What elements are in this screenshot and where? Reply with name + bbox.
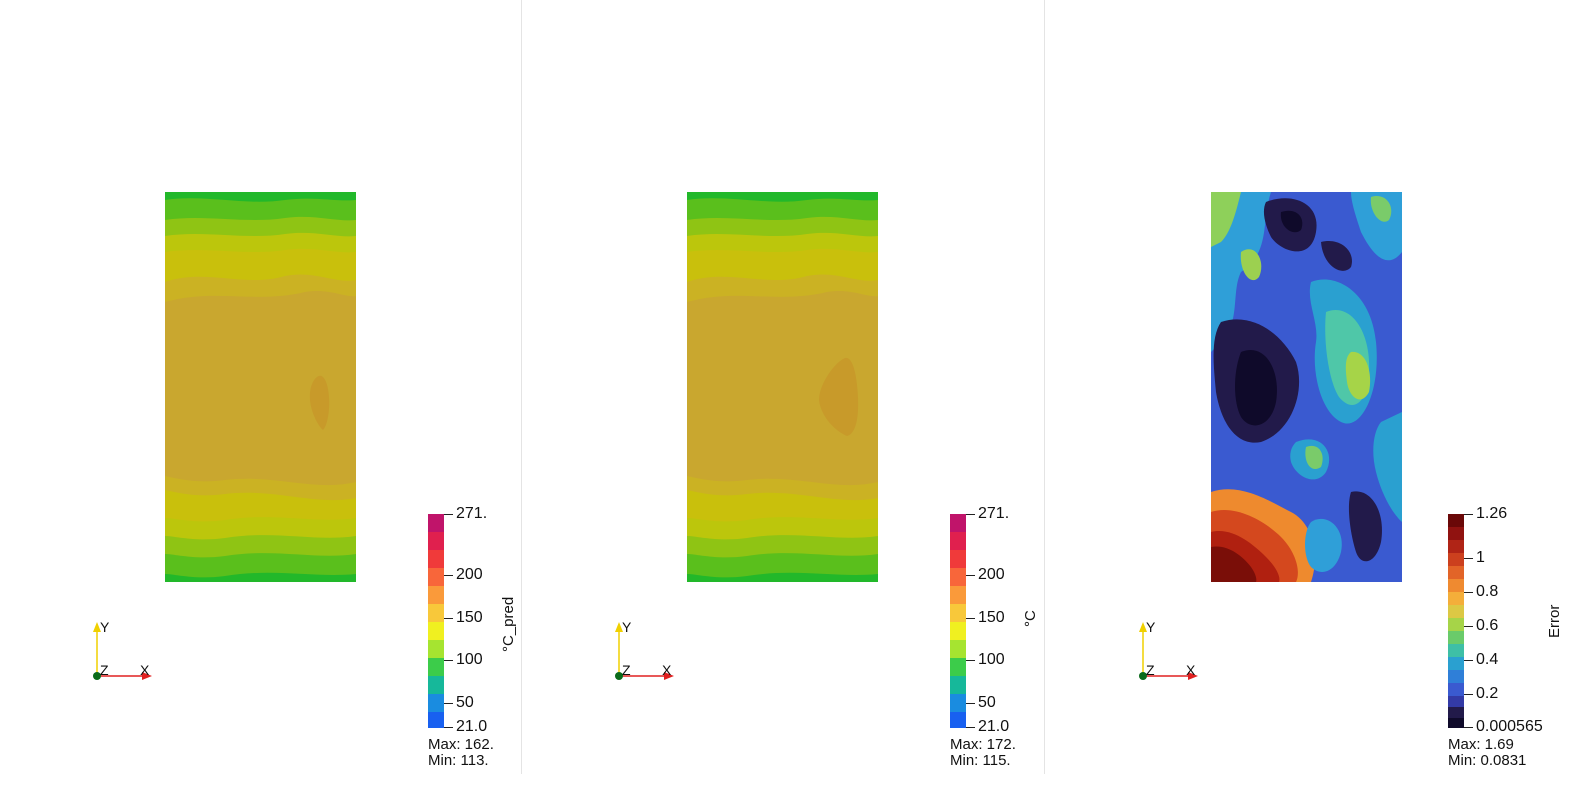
colorbar-tick-label: 21.0 [978,718,1010,735]
x-axis-label: X [662,662,672,678]
range-min: Min: 115. [950,752,1011,769]
y-axis-label: Y [1146,619,1156,635]
error-field-render [1211,192,1402,582]
colorbar-tick-label: 0.4 [1476,651,1499,668]
colorbar-tick-label: 0.6 [1476,617,1499,634]
x-axis-label: X [140,662,150,678]
colorbar-tick-label: 1.26 [1476,505,1508,522]
predicted-temperature-field[interactable] [165,192,356,582]
colorbar-gradient [428,514,444,728]
colorbar-tick-label: 0.000565 [1476,718,1543,735]
colorbar-tick [966,703,975,704]
z-axis-label: Z [100,662,109,678]
colorbar-tick-label: 0.2 [1476,685,1499,702]
colorbar-gradient [950,514,966,728]
colorbar-tick-label: 200 [456,566,483,583]
colorbar-tick [966,618,975,619]
viewport-divider [1044,0,1045,774]
y-axis-label: Y [100,619,110,635]
colorbar-tick [1464,592,1473,593]
axes-glyph [93,622,152,680]
error-field[interactable] [1211,192,1402,582]
colorbar-tick [966,727,975,728]
colorbar-tick-label: 0.8 [1476,583,1499,600]
colorbar-tick-label: 100 [456,651,483,668]
y-axis-label: Y [622,619,632,635]
axes-glyph [1139,622,1198,680]
range-max: Max: 1.69 [1448,736,1514,753]
viewport-true[interactable]: Y Z X 271. 200 150 100 50 21.0 °C Max: 1… [522,0,1044,774]
colorbar [1448,514,1464,728]
colorbar-title: °C_pred [500,596,517,652]
colorbar-tick [444,618,453,619]
colorbar-tick [1464,626,1473,627]
colorbar-tick [444,727,453,728]
colorbar-tick [1464,514,1473,515]
range-min: Min: 113. [428,752,489,769]
colorbar-tick [966,575,975,576]
colorbar-tick-label: 50 [456,694,474,711]
colorbar-tick [1464,694,1473,695]
range-min: Min: 0.0831 [1448,752,1527,769]
colorbar-tick-label: 271. [978,505,1010,522]
range-max: Max: 172. [950,736,1016,753]
colorbar-tick-label: 21.0 [456,718,488,735]
colorbar-tick [1464,660,1473,661]
range-max: Max: 162. [428,736,494,753]
orientation-axes: Y Z X [88,618,158,682]
viewport-predicted[interactable]: Y Z X 271. 200 150 100 50 21.0 °C_pred M… [0,0,522,774]
colorbar-tick-label: 150 [978,609,1005,626]
colorbar-title: °C [1022,610,1039,627]
colorbar-tick [444,575,453,576]
colorbar-tick-label: 100 [978,651,1005,668]
colorbar-tick [1464,558,1473,559]
colorbar-tick [444,660,453,661]
x-axis-label: X [1186,662,1196,678]
colorbar-tick-label: 50 [978,694,996,711]
orientation-axes: Y Z X [1134,618,1204,682]
predicted-field-render [165,192,356,582]
colorbar-tick [966,660,975,661]
colorbar-title: Error [1546,604,1563,638]
colorbar-tick [1464,727,1473,728]
axes-glyph [615,622,674,680]
colorbar-tick [444,703,453,704]
true-temperature-field[interactable] [687,192,878,582]
orientation-axes: Y Z X [610,618,680,682]
z-axis-label: Z [1146,662,1155,678]
colorbar-tick-label: 200 [978,566,1005,583]
true-field-render [687,192,878,582]
colorbar-tick [966,514,975,515]
viewport-divider [521,0,522,774]
viewport-error[interactable]: Y Z X 1.26 1 0.8 0.6 0.4 0.2 0.000565 Er… [1046,0,1568,774]
colorbar-tick [444,514,453,515]
colorbar [950,514,966,728]
colorbar-gradient [1448,514,1464,728]
colorbar [428,514,444,728]
colorbar-tick-label: 150 [456,609,483,626]
colorbar-tick-label: 271. [456,505,488,522]
z-axis-label: Z [622,662,631,678]
colorbar-tick-label: 1 [1476,549,1485,566]
